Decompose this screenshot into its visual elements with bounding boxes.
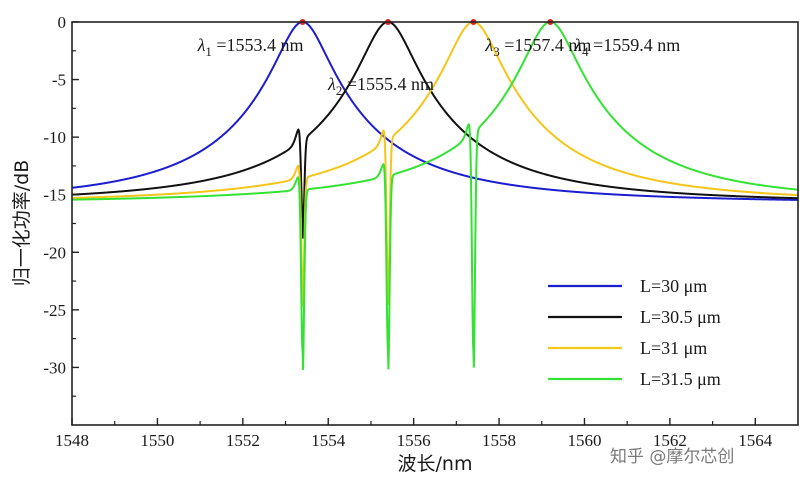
x-tick-label-2: 1552	[226, 431, 260, 450]
y-tick-label-4: -20	[43, 243, 66, 262]
y-tick-label-0: 0	[58, 13, 67, 32]
watermark-text: 知乎 @摩尔芯创	[610, 447, 734, 467]
x-ticks: 1548 1550 1552 1554 1556 1558 1560 1562 1564	[55, 418, 773, 450]
x-axis-title: 波长/nm	[398, 453, 473, 475]
series-line-2	[71, 20, 799, 239]
legend: L=30 μm L=30.5 μm L=31 μm L=31.5 μm	[548, 276, 721, 389]
y-tick-label-1: -5	[52, 71, 66, 90]
y-axis-title: 归一化功率/dB	[11, 160, 33, 287]
x-tick-label-3: 1554	[311, 431, 346, 450]
series-line-3	[71, 20, 799, 307]
annotation-label-1: λ1 =1553.4 nm	[197, 35, 304, 59]
legend-label-2: L=30.5 μm	[640, 307, 721, 327]
plot-lines	[71, 20, 799, 370]
annotations: λ1 =1553.4 nm λ2 =1555.4 nm λ3 =1557.4 nmλ…	[197, 35, 681, 98]
x-tick-label-7: 1562	[653, 431, 687, 450]
legend-label-4: L=31.5 μm	[640, 369, 721, 389]
y-ticks: 0 -5 -10 -15 -20 -25 -30	[43, 13, 79, 397]
y-tick-label-3: -15	[43, 186, 66, 205]
y-tick-label-5: -25	[43, 301, 66, 320]
x-tick-label-1: 1550	[140, 431, 174, 450]
series-line-1	[71, 20, 799, 201]
annotation-label-4: λ4 =1559.4 nm	[573, 35, 680, 59]
annotation-label-2: λ2 =1555.4 nm	[327, 74, 434, 98]
x-tick-label-6: 1560	[567, 431, 601, 450]
x-tick-label-4: 1556	[397, 431, 431, 450]
annotation-label-3: λ3 =1557.4 nm	[484, 35, 591, 59]
x-tick-label-5: 1558	[482, 431, 516, 450]
series-line-4	[71, 20, 799, 370]
legend-label-3: L=31 μm	[640, 338, 707, 358]
x-tick-label-8: 1564	[738, 431, 773, 450]
legend-label-1: L=30 μm	[640, 276, 707, 296]
y-tick-label-6: -30	[43, 358, 66, 377]
y-tick-label-2: -10	[43, 128, 66, 147]
x-tick-label-0: 1548	[55, 431, 89, 450]
